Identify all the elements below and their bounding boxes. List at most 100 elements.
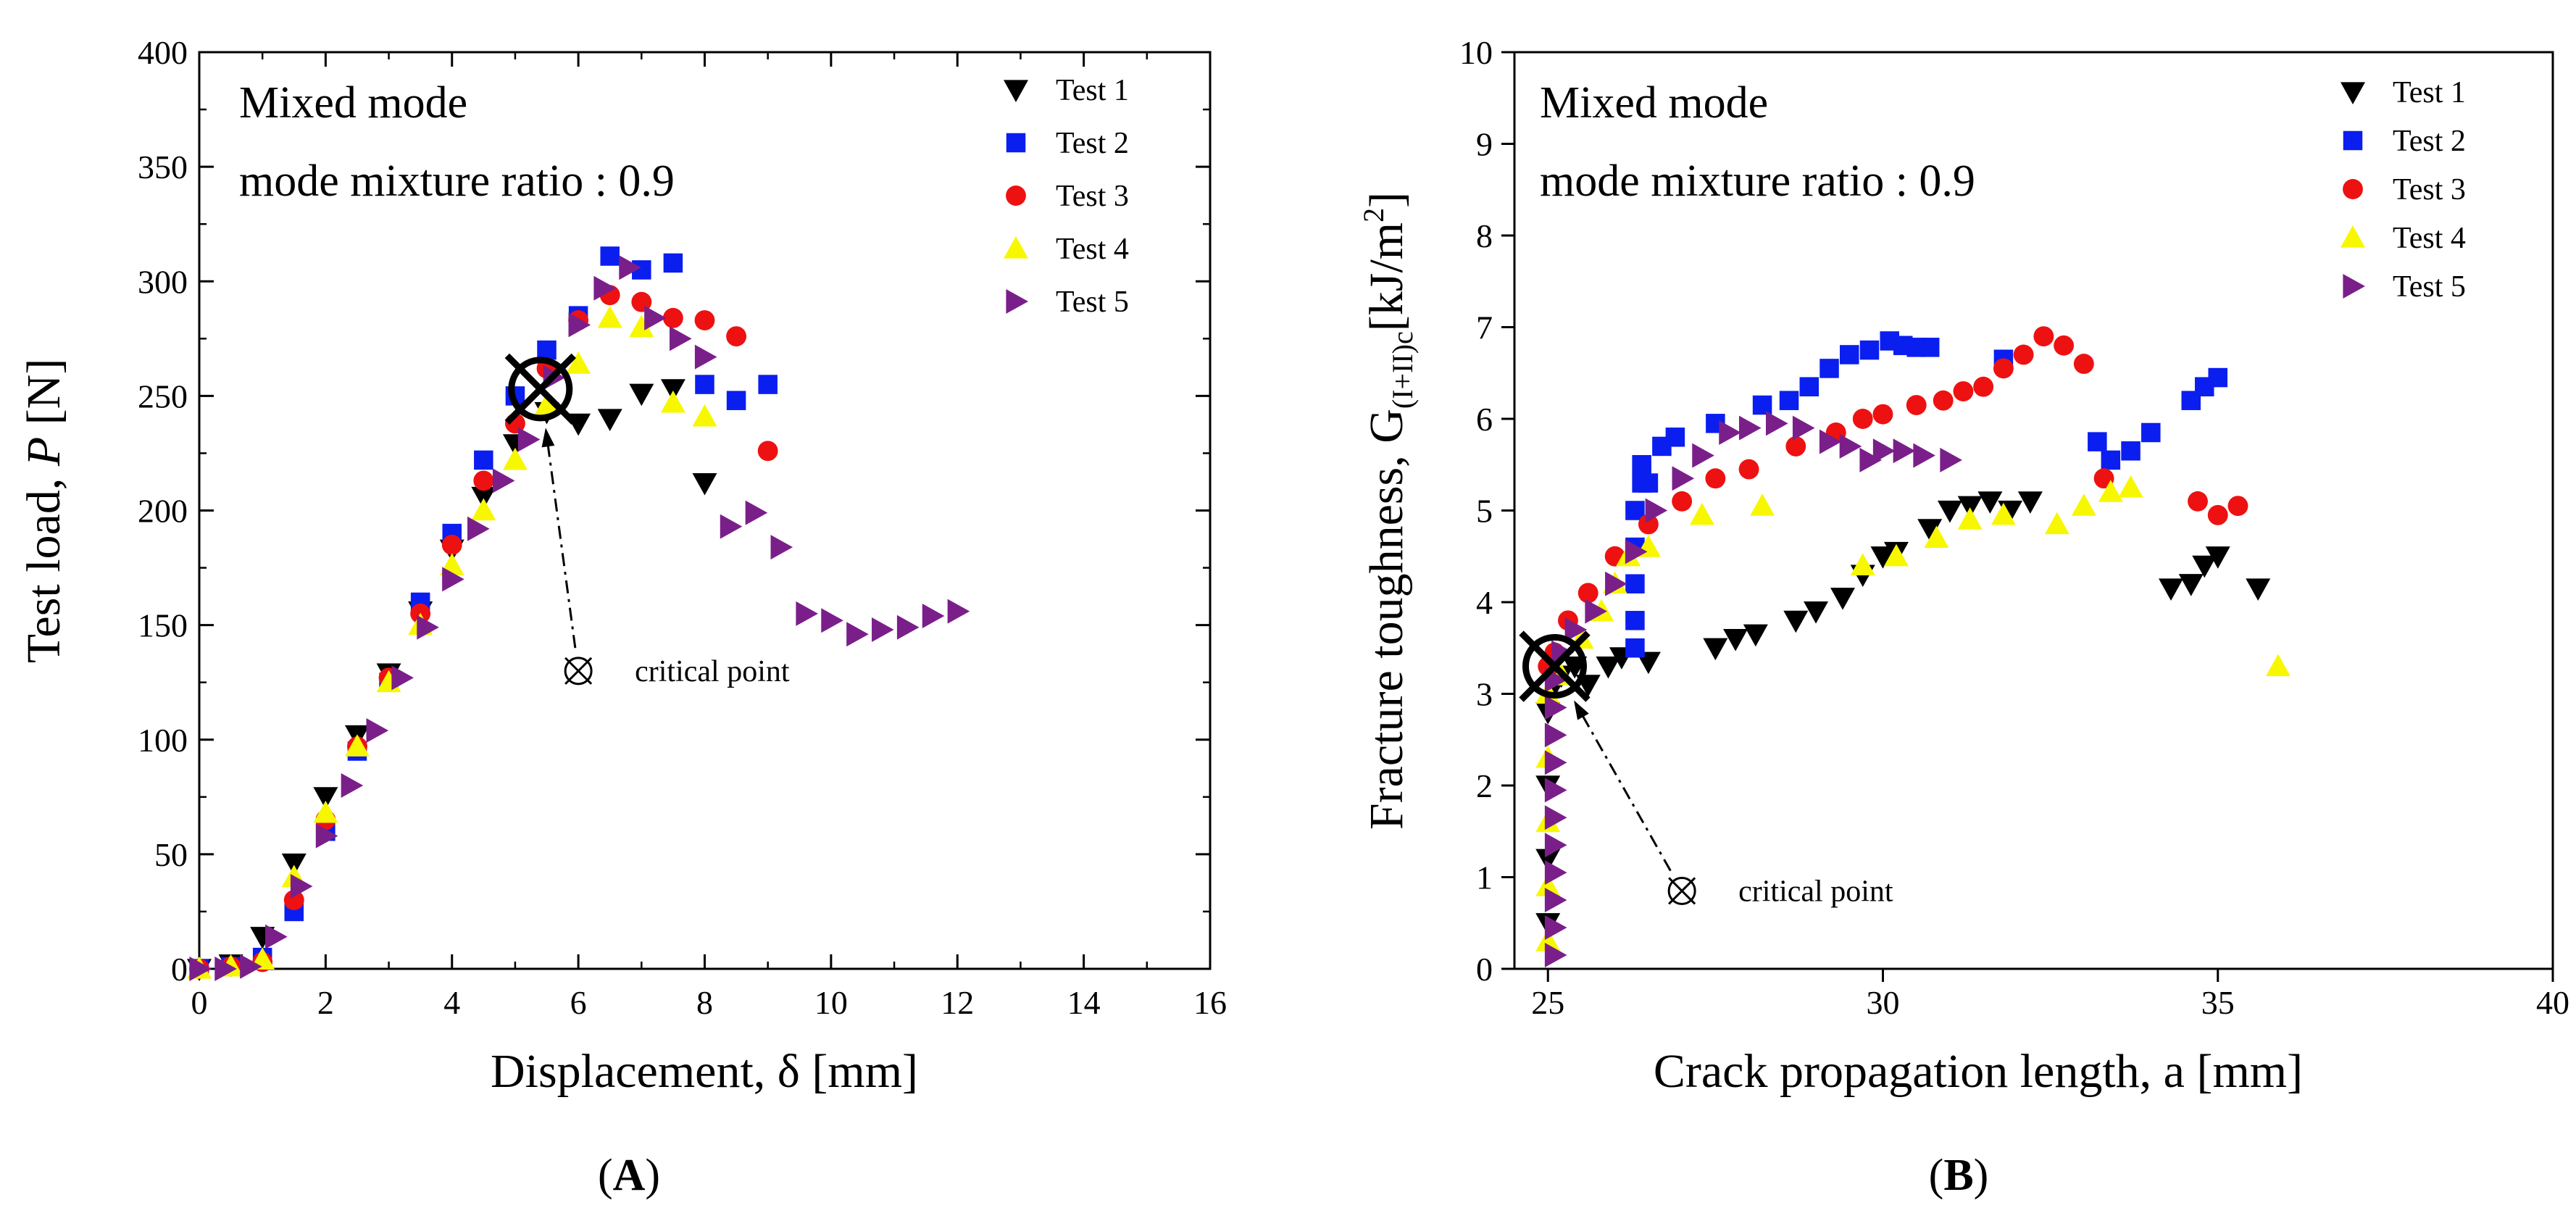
point-test-5-b xyxy=(1819,429,1842,454)
point-test-4-a xyxy=(660,390,685,413)
point-test-2-b xyxy=(2208,367,2228,388)
point-test-5-b xyxy=(1872,438,1896,464)
critical-arrowhead xyxy=(1574,700,1589,720)
point-test-1-b xyxy=(1830,588,1856,610)
legend-a: Test 1 Test 2 Test 3 Test 4 Test 5 xyxy=(1004,74,1129,319)
point-test-3-b xyxy=(2073,354,2094,375)
annotation-line-2-a: mode mixture ratio : 0.9 xyxy=(239,157,675,206)
x-tick-label-a: 10 xyxy=(814,984,848,1021)
point-test-5-a xyxy=(947,599,970,624)
x-axis-label-b: Crack propagation length, a [mm] xyxy=(1654,1045,2303,1098)
y-tick-label-a: 350 xyxy=(138,149,188,186)
point-test-5-a xyxy=(821,608,843,633)
point-test-5-b xyxy=(1765,411,1788,436)
y-tick-label-b: 8 xyxy=(1476,217,1493,254)
point-test-1-b xyxy=(1870,546,1896,569)
panel-label-b: (B) xyxy=(1929,1151,1989,1200)
point-test-2-b xyxy=(1779,391,1799,410)
y-tick-label-b: 1 xyxy=(1476,859,1493,896)
point-test-4-a xyxy=(629,314,654,338)
legend-marker-test-2-b xyxy=(2343,130,2363,151)
annotation-line-2-b: mode mixture ratio : 0.9 xyxy=(1540,157,1975,206)
y-tick-label-a: 200 xyxy=(138,493,188,530)
point-test-4-a xyxy=(566,351,591,374)
point-test-1-a xyxy=(692,472,717,496)
legend-label-test-4-a: Test 4 xyxy=(1056,233,1129,266)
point-test-5-a xyxy=(341,773,364,798)
point-test-2-a xyxy=(663,253,683,273)
point-test-2-b xyxy=(1625,611,1645,630)
point-test-1-a xyxy=(471,486,496,509)
point-test-5-b xyxy=(1738,415,1762,441)
point-test-5-a xyxy=(240,954,262,979)
point-test-5-b xyxy=(1605,571,1627,596)
y-tick-label-a: 100 xyxy=(138,722,188,759)
point-test-3-b xyxy=(1872,404,1893,425)
panel-a: 0 2 4 6 8 10 12 14 16 0 50 100 150 200 250 300 350 400 Mi… xyxy=(17,34,1227,1200)
point-test-4-b xyxy=(2071,493,2096,516)
point-test-3-b xyxy=(1993,358,2014,379)
critical-symbol-cross xyxy=(564,657,593,685)
x-tick-label-a: 2 xyxy=(317,984,334,1021)
point-test-3-a xyxy=(473,470,494,491)
legend-marker-test-1-b xyxy=(2341,82,2365,104)
point-test-3-a xyxy=(726,326,747,347)
point-test-3-b xyxy=(2227,496,2248,517)
legend-marker-test-5-a xyxy=(1006,289,1028,314)
legend-label-test-2-a: Test 2 xyxy=(1056,127,1129,160)
critical-point-label: critical point xyxy=(1738,875,1893,908)
point-test-5-a xyxy=(517,427,541,452)
y-tick-label-b: 9 xyxy=(1476,126,1493,163)
point-test-5-b xyxy=(1544,722,1567,748)
point-test-5-b xyxy=(1544,695,1567,720)
point-test-4-b xyxy=(2265,654,2291,677)
point-test-3-a xyxy=(757,441,778,462)
point-test-1-b xyxy=(1937,500,1962,523)
legend-marker-test-4-a xyxy=(1004,236,1028,259)
point-test-4-b xyxy=(2118,475,2143,498)
point-test-1-b xyxy=(2178,574,2204,596)
point-test-5-a xyxy=(694,344,717,370)
point-test-5-a xyxy=(846,622,869,647)
point-test-3-b xyxy=(1672,491,1693,512)
point-test-5-b xyxy=(1544,888,1567,913)
point-test-5-b xyxy=(1544,750,1567,775)
point-test-5-b xyxy=(1544,778,1567,803)
x-tick-label-a: 4 xyxy=(443,984,460,1021)
x-tick-label-a: 6 xyxy=(570,984,587,1021)
point-test-5-a xyxy=(265,924,288,949)
point-test-3-b xyxy=(2033,326,2054,347)
x-tick-label-b: 35 xyxy=(2201,984,2235,1021)
point-test-5-b xyxy=(1792,415,1815,441)
point-test-1-b xyxy=(1783,610,1809,633)
series-a xyxy=(187,246,970,981)
point-test-5-b xyxy=(1544,860,1567,885)
point-test-5-a xyxy=(417,614,439,640)
point-test-5-b xyxy=(1544,805,1567,830)
point-test-4-a xyxy=(597,305,622,328)
point-test-5-a xyxy=(366,718,389,743)
legend-marker-test-4-b xyxy=(2341,225,2365,248)
point-test-5-b xyxy=(1585,599,1607,624)
series-test-4-a xyxy=(187,305,717,979)
critical-point-b: critical point xyxy=(1519,630,1893,908)
point-test-1-a xyxy=(629,383,654,407)
point-test-2-a xyxy=(537,340,557,360)
point-test-1-b xyxy=(1535,849,1561,872)
point-test-5-b xyxy=(1940,447,1962,472)
point-test-2-b xyxy=(1625,638,1645,658)
point-test-5-a xyxy=(720,514,743,539)
y-tick-label-b: 10 xyxy=(1459,34,1493,71)
point-test-3-a xyxy=(283,890,304,911)
point-test-4-b xyxy=(1883,543,1909,567)
legend-label-test-2-b: Test 2 xyxy=(2393,125,2466,158)
y-tick-label-a: 50 xyxy=(154,836,188,873)
legend-marker-test-2-a xyxy=(1006,133,1026,153)
point-test-1-b xyxy=(2159,578,2184,601)
point-test-3-b xyxy=(2054,335,2075,356)
point-test-2-b xyxy=(1665,428,1685,447)
point-test-2-b xyxy=(1920,338,1940,357)
point-test-4-b xyxy=(2044,512,2069,535)
annotation-line-1-a: Mixed mode xyxy=(239,78,467,128)
y-tick-label-a: 250 xyxy=(138,378,188,414)
